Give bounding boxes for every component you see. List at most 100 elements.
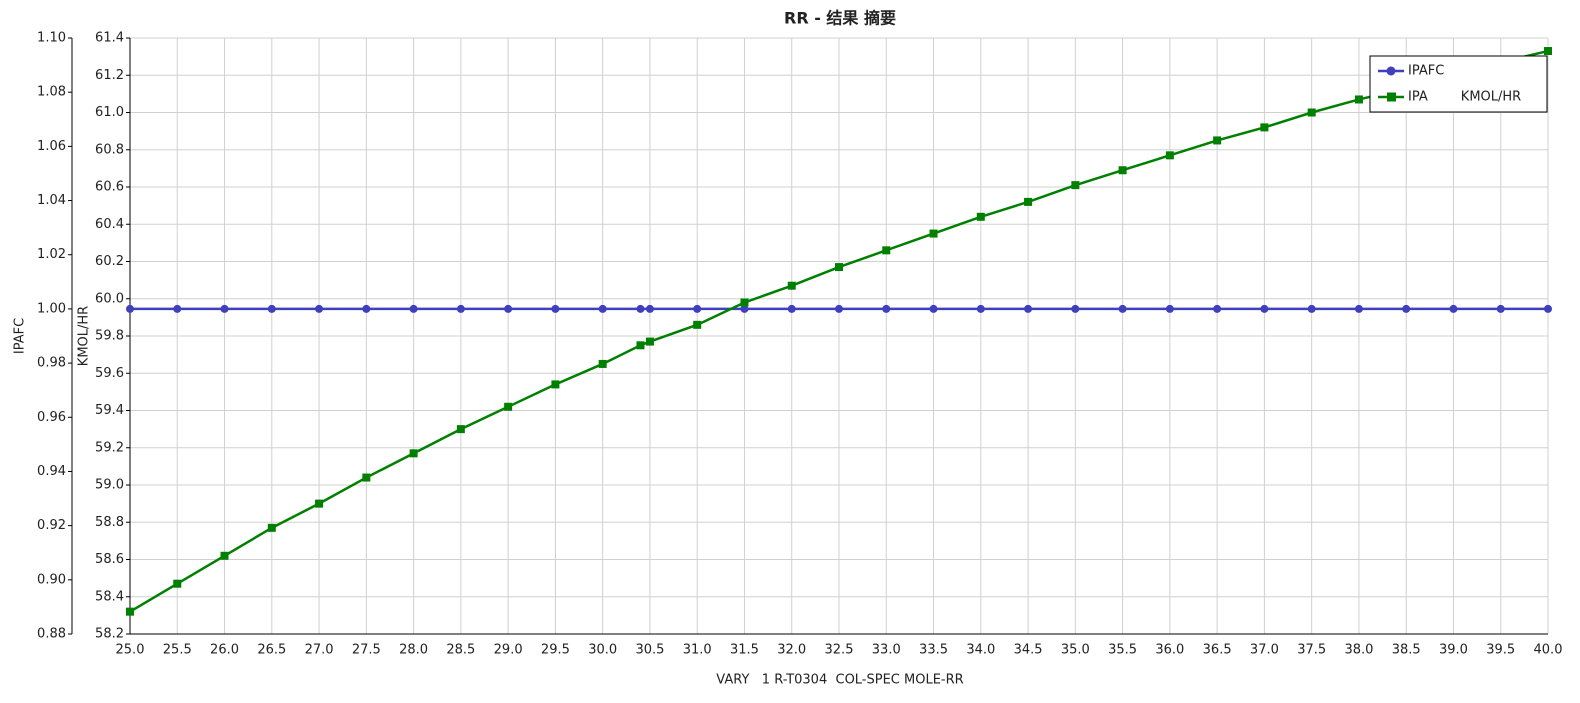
y-tick-label: 1.10 [37, 31, 66, 46]
x-tick-label: 30.5 [635, 643, 664, 658]
marker [693, 320, 702, 329]
x-tick-label: 36.0 [1155, 643, 1184, 658]
x-tick-label: 27.5 [352, 643, 381, 658]
marker [315, 304, 324, 313]
marker [551, 380, 560, 389]
y2-tick-label: 59.6 [95, 366, 124, 381]
marker [456, 304, 465, 313]
marker [220, 304, 229, 313]
marker [362, 473, 371, 482]
marker [1307, 108, 1316, 117]
marker [173, 579, 182, 588]
marker [645, 337, 654, 346]
marker [1354, 304, 1363, 313]
marker [1071, 181, 1080, 190]
x-tick-label: 38.0 [1344, 643, 1373, 658]
x-tick-label: 38.5 [1392, 643, 1421, 658]
y2-tick-label: 61.0 [95, 105, 124, 120]
x-tick-label: 33.0 [872, 643, 901, 658]
marker [787, 304, 796, 313]
marker [456, 425, 465, 434]
x-tick-label: 28.5 [446, 643, 475, 658]
x-tick-label: 36.5 [1203, 643, 1232, 658]
y2-tick-label: 58.4 [95, 589, 124, 604]
marker [787, 281, 796, 290]
marker [362, 304, 371, 313]
x-tick-label: 28.0 [399, 643, 428, 658]
legend-marker [1386, 66, 1396, 76]
x-axis-label: VARY 1 R-T0304 COL-SPEC MOLE-RR [716, 673, 963, 688]
x-tick-label: 31.5 [730, 643, 759, 658]
marker [882, 246, 891, 255]
marker [636, 341, 645, 350]
marker [835, 263, 843, 272]
y-tick-label: 1.04 [37, 193, 66, 208]
y2-tick-label: 59.8 [95, 329, 124, 344]
x-tick-label: 33.5 [919, 643, 948, 658]
x-tick-label: 27.0 [305, 643, 334, 658]
marker [551, 304, 560, 313]
x-tick-label: 35.0 [1061, 643, 1090, 658]
y2-tick-label: 59.2 [95, 440, 124, 455]
marker [1118, 304, 1127, 313]
marker [1213, 136, 1222, 145]
marker [1024, 304, 1033, 313]
marker [315, 499, 324, 508]
marker [1354, 95, 1363, 104]
x-tick-label: 32.5 [825, 643, 854, 658]
x-tick-label: 26.0 [210, 643, 239, 658]
x-tick-label: 25.0 [116, 643, 145, 658]
y-tick-label: 0.92 [37, 518, 66, 533]
x-tick-label: 34.5 [1014, 643, 1043, 658]
x-tick-label: 26.5 [257, 643, 286, 658]
x-tick-label: 29.0 [494, 643, 523, 658]
marker [1118, 166, 1127, 175]
marker [409, 449, 418, 458]
y2-tick-label: 61.4 [95, 31, 124, 46]
marker [1449, 304, 1458, 313]
x-tick-label: 40.0 [1534, 643, 1563, 658]
chart-title: RR - 结果 摘要 [784, 9, 896, 28]
marker [1496, 304, 1505, 313]
marker [126, 607, 134, 616]
x-tick-label: 34.0 [966, 643, 995, 658]
y2-tick-label: 59.0 [95, 478, 124, 493]
x-tick-label: 31.0 [683, 643, 712, 658]
x-tick-label: 35.5 [1108, 643, 1137, 658]
marker [1307, 304, 1316, 313]
y2-tick-label: 61.2 [95, 68, 124, 83]
marker [173, 304, 182, 313]
x-tick-label: 25.5 [163, 643, 192, 658]
marker [1260, 304, 1269, 313]
marker [1024, 197, 1033, 206]
marker [1544, 47, 1552, 56]
marker [1213, 304, 1222, 313]
marker [929, 229, 938, 238]
y2-tick-label: 60.2 [95, 254, 124, 269]
marker [1165, 304, 1174, 313]
marker [598, 304, 607, 313]
marker [267, 304, 276, 313]
marker [1402, 304, 1411, 313]
y-tick-label: 1.06 [37, 139, 66, 154]
y2-tick-label: 58.8 [95, 515, 124, 530]
x-tick-label: 39.5 [1486, 643, 1515, 658]
x-tick-label: 32.0 [777, 643, 806, 658]
marker [740, 304, 749, 313]
marker [409, 304, 418, 313]
marker [598, 359, 607, 368]
x-tick-label: 39.0 [1439, 643, 1468, 658]
legend-box [1369, 55, 1548, 113]
y2-tick-label: 60.4 [95, 217, 124, 232]
marker [1260, 123, 1269, 132]
marker [504, 304, 513, 313]
y-tick-label: 0.98 [37, 356, 66, 371]
y2-tick-label: 60.0 [95, 291, 124, 306]
legend-marker [1387, 92, 1396, 102]
x-tick-label: 30.0 [588, 643, 617, 658]
y2-tick-label: 58.2 [95, 627, 124, 642]
marker [1165, 151, 1174, 160]
marker [636, 304, 645, 313]
marker [1544, 304, 1552, 313]
